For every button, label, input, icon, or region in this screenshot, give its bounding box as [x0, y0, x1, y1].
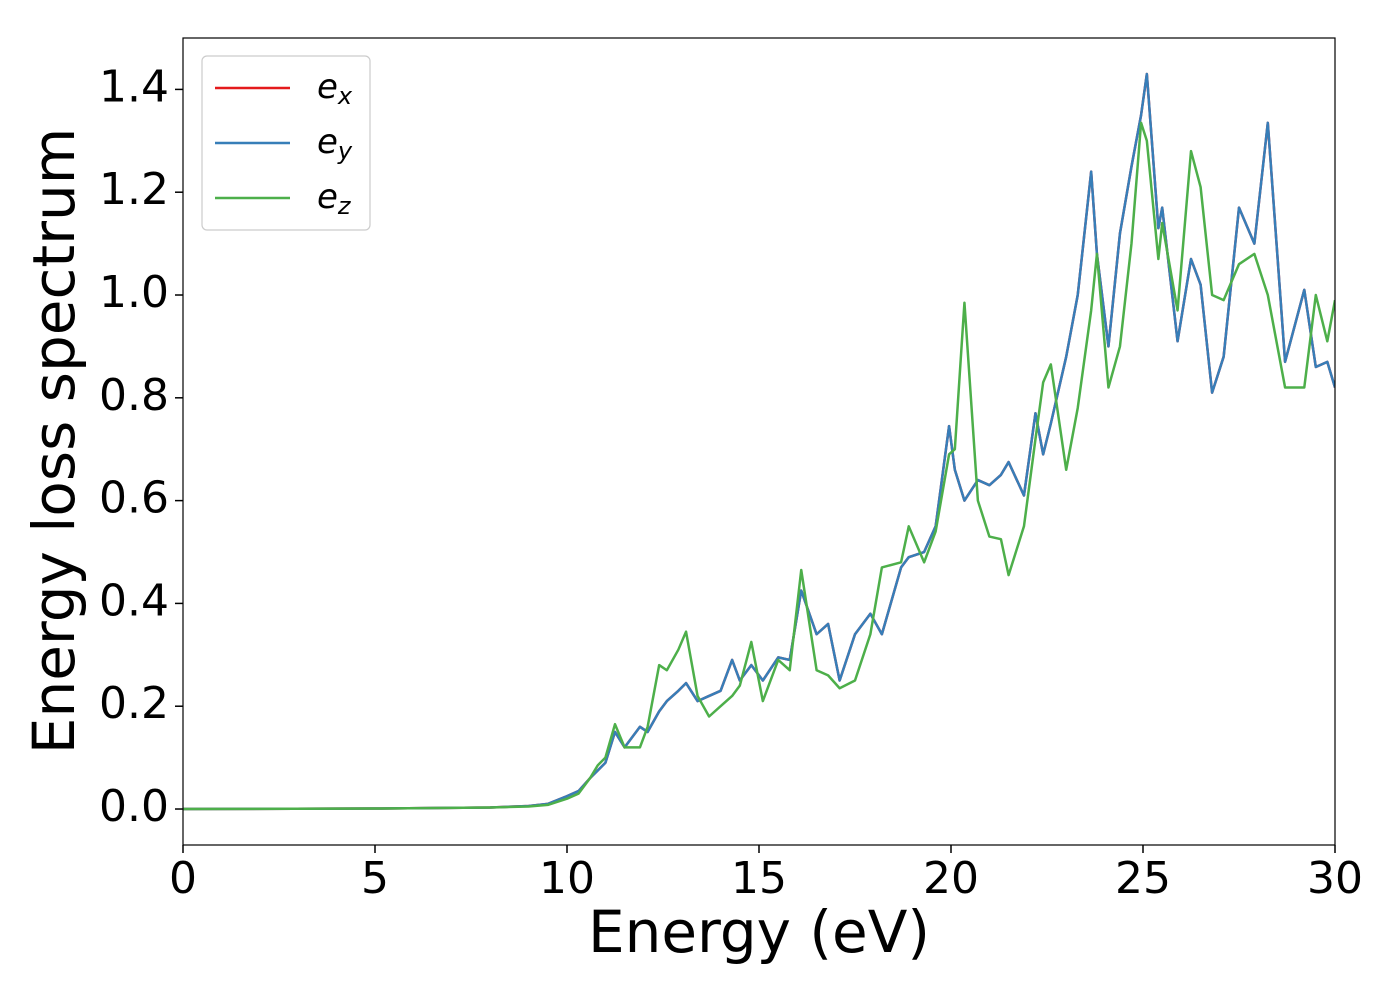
legend-label: ey: [317, 122, 353, 166]
x-tick-label: 10: [539, 853, 595, 904]
legend-label: ex: [317, 67, 353, 111]
y-tick-label: 0.6: [99, 473, 169, 524]
x-tick-label: 0: [169, 853, 197, 904]
x-axis-label: Energy (eV): [588, 898, 930, 966]
y-tick-label: 0.2: [99, 678, 169, 729]
series-line: [183, 72, 1335, 811]
x-tick-label: 30: [1307, 853, 1363, 904]
series-line: [183, 121, 1335, 811]
x-tick-label: 20: [923, 853, 979, 904]
x-tick-label: 5: [361, 853, 389, 904]
y-tick-label: 1.2: [99, 164, 169, 215]
y-tick-label: 1.4: [99, 61, 169, 112]
y-tick-label: 0.0: [99, 781, 169, 832]
y-tick-label: 1.0: [99, 267, 169, 318]
legend-label: ez: [317, 177, 352, 221]
y-tick-label: 0.4: [99, 575, 169, 626]
x-tick-label: 15: [731, 853, 787, 904]
plot-frame: [182, 37, 1336, 846]
y-tick-label: 0.8: [99, 370, 169, 421]
x-tick-label: 25: [1115, 853, 1171, 904]
y-axis-label: Energy loss spectrum: [20, 128, 88, 754]
